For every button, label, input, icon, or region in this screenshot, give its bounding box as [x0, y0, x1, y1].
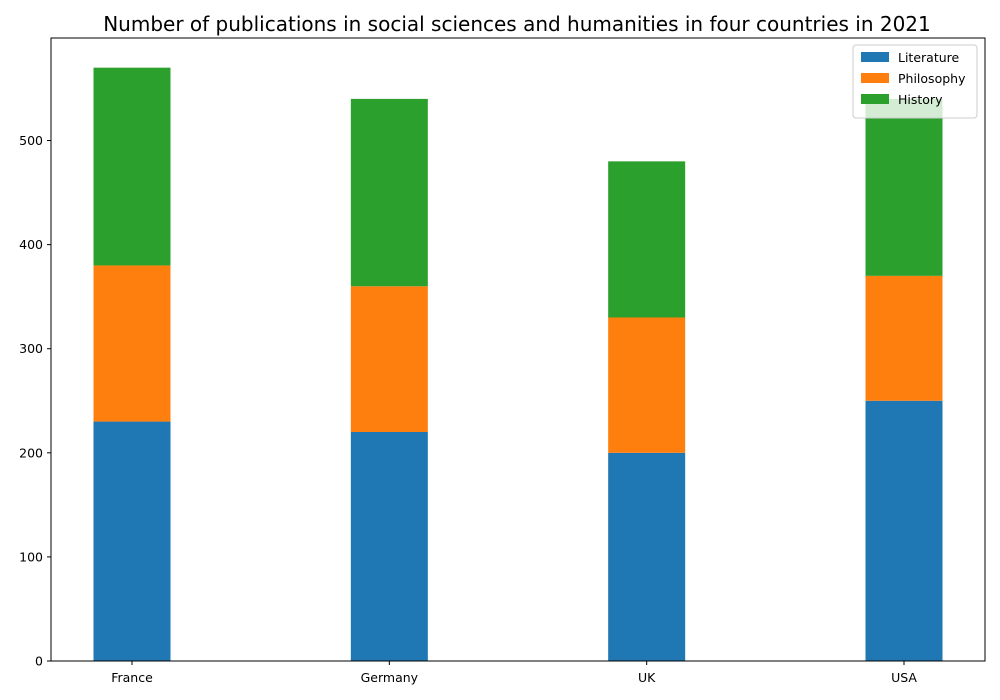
y-tick-label: 100: [19, 549, 43, 564]
legend-label-history: History: [898, 92, 943, 107]
bar-history-usa: [865, 98, 943, 276]
chart-title: Number of publications in social science…: [103, 12, 931, 36]
y-tick-label: 300: [19, 341, 43, 356]
bar-philosophy-france: [93, 265, 171, 422]
x-tick-label-germany: Germany: [361, 670, 419, 685]
y-axis: 0 100 200 300 400 500: [19, 133, 51, 669]
x-axis: France Germany UK USA: [111, 661, 917, 685]
y-tick-label: 0: [35, 654, 43, 669]
bar-history-germany: [350, 98, 428, 287]
x-tick-label-uk: UK: [638, 670, 656, 685]
bar-philosophy-uk: [608, 317, 686, 453]
bar-literature-usa: [865, 400, 943, 661]
legend-swatch-philosophy: [861, 73, 889, 83]
legend: Literature Philosophy History: [852, 44, 978, 119]
bar-literature-germany: [350, 431, 428, 661]
y-tick-label: 500: [19, 133, 43, 148]
x-tick-label-usa: USA: [891, 670, 917, 685]
y-tick-label: 400: [19, 237, 43, 252]
bar-literature-france: [93, 421, 171, 661]
legend-label-literature: Literature: [898, 50, 960, 65]
legend-swatch-history: [861, 94, 889, 104]
bar-history-uk: [608, 161, 686, 318]
bar-literature-uk: [608, 452, 686, 661]
legend-label-philosophy: Philosophy: [898, 71, 966, 86]
plot-frame: [50, 37, 986, 662]
y-tick-label: 200: [19, 445, 43, 460]
bars-group: [93, 67, 943, 661]
bar-history-france: [93, 67, 171, 266]
bar-philosophy-germany: [350, 286, 428, 432]
x-tick-label-france: France: [111, 670, 153, 685]
bar-philosophy-usa: [865, 275, 943, 401]
legend-swatch-literature: [861, 52, 889, 62]
